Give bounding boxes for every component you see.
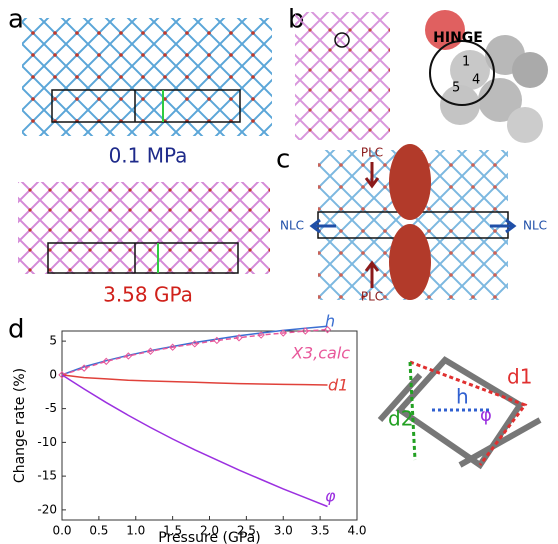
x-tick-label: 4.0 (347, 524, 366, 538)
panel-label: d (8, 315, 25, 345)
marker (279, 329, 287, 337)
series-label: d1 (328, 376, 348, 395)
marker (146, 347, 155, 355)
marker (168, 343, 177, 351)
series-label: X3,calc (291, 344, 350, 363)
arrow (364, 162, 380, 189)
pressure-caption: 3.58 GPa (103, 283, 193, 307)
hinge-label: HINGE (433, 30, 483, 46)
marker (124, 352, 133, 360)
marker (235, 334, 243, 342)
x-tick-label: 2.0 (200, 524, 219, 538)
nlc-label: NLC (523, 219, 547, 233)
arrow (309, 218, 336, 234)
marker (191, 340, 199, 348)
y-axis-label: Change rate (%) (12, 368, 28, 483)
atom-label: 1 (462, 55, 470, 70)
crystal-lattice (22, 18, 272, 136)
unit-cell (47, 242, 239, 274)
marker (58, 371, 66, 379)
marker (257, 331, 265, 339)
series-line (61, 325, 328, 376)
plc-label: PLC (361, 146, 383, 160)
compressibility-lobe (389, 224, 431, 300)
y-tick-label: -20 (37, 502, 57, 516)
arrow (364, 260, 380, 288)
hinge-circle (429, 40, 495, 106)
x-tick-label: 0.0 (52, 524, 71, 538)
x-tick-label: 1.0 (126, 524, 145, 538)
atom-label: 5 (452, 81, 460, 96)
structure-label: φ (480, 405, 492, 426)
unit-cell (51, 89, 241, 123)
marker (323, 325, 332, 334)
x-tick-label: 3.5 (311, 524, 330, 538)
x-tick-label: 2.5 (237, 524, 256, 538)
molecular-structure (377, 356, 542, 470)
pressure-caption: 0.1 MPa (109, 144, 188, 168)
marker (102, 357, 110, 366)
compressibility-lobe (389, 144, 431, 220)
panel-label: c (276, 145, 290, 175)
structure-label: h (456, 385, 469, 409)
x-tick-label: 0.5 (89, 524, 108, 538)
y-tick-label: -10 (37, 435, 57, 449)
marker (301, 327, 310, 335)
crystal-lattice (18, 182, 270, 274)
y-tick-label: -15 (37, 469, 57, 483)
series-label: h (325, 312, 335, 331)
structure-label: d2 (388, 407, 413, 431)
marker (213, 336, 221, 345)
panel-label: a (8, 5, 24, 35)
nlc-label: NLC (280, 219, 304, 233)
series-line (61, 374, 328, 508)
x-axis-label: Pressure (GPa) (158, 530, 260, 544)
plc-label: PLC (361, 290, 383, 304)
chart: 0.0 0.5 1.0 1.5 2.0 2.5 3.0 3.5 4.0 5 0 -5 -10 -15 -20… (12, 312, 367, 544)
crystal-lattice (295, 12, 390, 140)
y-tick-label: 0 (49, 367, 57, 381)
y-tick-label: 5 (49, 334, 57, 348)
arrow (490, 218, 517, 234)
marker (80, 364, 88, 372)
series-line (61, 374, 328, 386)
series-label: φ (325, 487, 336, 506)
highlight-circle (334, 32, 350, 48)
x-tick-label: 1.5 (163, 524, 182, 538)
x-tick-label: 3.0 (274, 524, 293, 538)
structure-label: d1 (507, 365, 532, 389)
series-line (61, 328, 328, 376)
distance-d2 (408, 361, 417, 461)
y-tick-label: -5 (45, 401, 57, 415)
atom-label: 4 (472, 73, 480, 88)
distance-d1 (409, 360, 528, 466)
